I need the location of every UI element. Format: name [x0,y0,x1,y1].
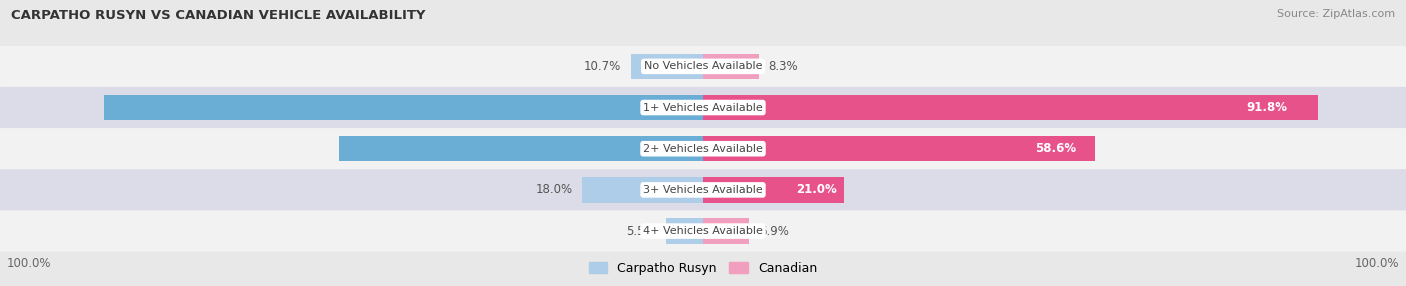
Text: 89.5%: 89.5% [673,101,714,114]
Text: 5.5%: 5.5% [627,225,657,238]
Text: 21.0%: 21.0% [796,183,837,196]
Bar [631,53,703,79]
Bar [703,136,1095,162]
Bar [104,95,703,120]
FancyBboxPatch shape [0,128,1406,169]
FancyBboxPatch shape [0,87,1406,128]
FancyBboxPatch shape [0,46,1406,87]
Bar [703,218,749,244]
Text: 18.0%: 18.0% [536,183,572,196]
FancyBboxPatch shape [0,210,1406,252]
Text: 91.8%: 91.8% [1246,101,1286,114]
FancyBboxPatch shape [0,169,1406,210]
Text: 100.0%: 100.0% [1354,257,1399,270]
Text: 3+ Vehicles Available: 3+ Vehicles Available [643,185,763,195]
Bar [703,53,759,79]
Text: 6.9%: 6.9% [759,225,789,238]
Bar [582,177,703,203]
Text: 2+ Vehicles Available: 2+ Vehicles Available [643,144,763,154]
Text: 10.7%: 10.7% [583,60,621,73]
Text: Source: ZipAtlas.com: Source: ZipAtlas.com [1277,9,1395,19]
Text: 1+ Vehicles Available: 1+ Vehicles Available [643,103,763,112]
Legend: Carpatho Rusyn, Canadian: Carpatho Rusyn, Canadian [583,257,823,280]
Bar [339,136,703,162]
Text: 4+ Vehicles Available: 4+ Vehicles Available [643,226,763,236]
Bar [703,95,1317,120]
Text: No Vehicles Available: No Vehicles Available [644,61,762,71]
Text: CARPATHO RUSYN VS CANADIAN VEHICLE AVAILABILITY: CARPATHO RUSYN VS CANADIAN VEHICLE AVAIL… [11,9,426,21]
Text: 8.3%: 8.3% [769,60,799,73]
Text: 100.0%: 100.0% [7,257,52,270]
Text: 58.6%: 58.6% [1035,142,1076,155]
Bar [666,218,703,244]
Text: 54.4%: 54.4% [685,142,725,155]
Bar [703,177,844,203]
